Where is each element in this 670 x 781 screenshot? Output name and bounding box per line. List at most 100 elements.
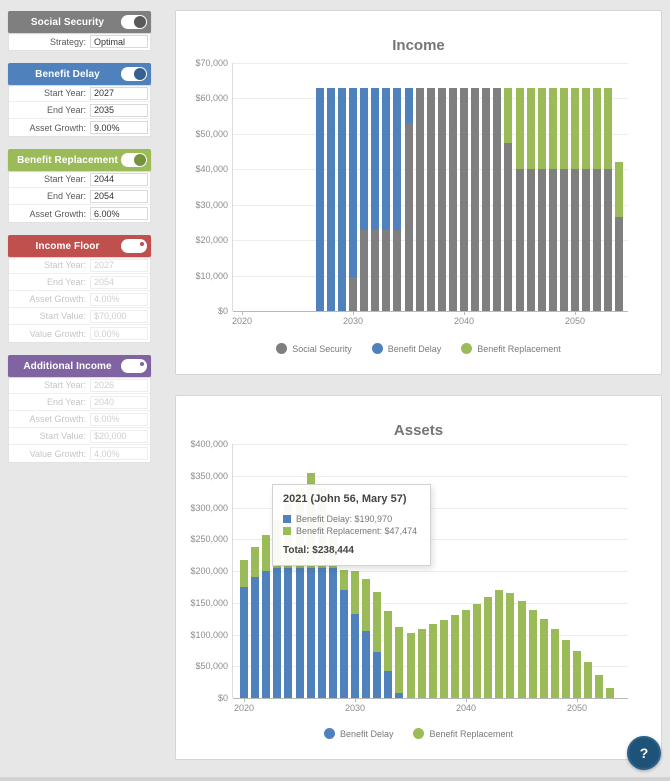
assets-bar-2034[interactable] <box>395 444 404 698</box>
assets-bar-2027[interactable] <box>317 444 326 698</box>
income-bar-2028[interactable] <box>326 63 335 311</box>
assets-bar-2050[interactable] <box>573 444 581 698</box>
income-bar-2053[interactable] <box>604 63 613 311</box>
panel-header-additional-income[interactable]: Additional Income <box>8 355 151 377</box>
y-axis-label: $200,000 <box>190 566 228 576</box>
gridline <box>233 602 628 604</box>
assets-bar-2030[interactable] <box>351 444 359 698</box>
assets-bar-2046[interactable] <box>528 444 537 698</box>
income-bar-2047[interactable] <box>537 63 546 311</box>
social-security-toggle[interactable] <box>121 15 147 29</box>
assets-bar-2031[interactable] <box>362 444 371 698</box>
income-bar-2036[interactable] <box>415 63 424 311</box>
additional-income-end-year-input[interactable] <box>90 395 148 409</box>
assets-bar-2024[interactable] <box>284 444 293 698</box>
benefit-replacement-toggle[interactable] <box>121 153 147 167</box>
benefit-replacement-start-year-input[interactable] <box>90 172 148 186</box>
additional-income-value-growth-input[interactable] <box>90 447 148 460</box>
legend-item-social_security[interactable]: Social Security <box>276 343 352 354</box>
income-bar-2045[interactable] <box>515 63 524 311</box>
benefit-delay-end-year-input[interactable] <box>90 103 148 117</box>
income-floor-value-growth-input[interactable] <box>90 327 148 340</box>
income-bar-2029[interactable] <box>337 63 346 311</box>
income-bar-2027[interactable] <box>315 63 324 311</box>
legend-item-benefit_delay[interactable]: Benefit Delay <box>371 343 441 354</box>
benefit-delay-start-year-input[interactable] <box>90 86 148 100</box>
income-floor-toggle[interactable] <box>121 239 147 253</box>
assets-bar-2047[interactable] <box>539 444 548 698</box>
income-bar-2038[interactable] <box>437 63 446 311</box>
assets-bar-2021[interactable] <box>251 444 260 698</box>
assets-bar-2033[interactable] <box>384 444 393 698</box>
income-bar-2051[interactable] <box>582 63 591 311</box>
income-bar-2039[interactable] <box>448 63 457 311</box>
income-bar-2043[interactable] <box>493 63 502 311</box>
panel-header-social-security[interactable]: Social Security <box>8 11 151 33</box>
assets-bar-2025[interactable] <box>295 444 304 698</box>
income-floor-start-year-input[interactable] <box>90 258 148 272</box>
assets-bar-2051[interactable] <box>584 444 593 698</box>
benefit-delay-row-label: Asset Growth: <box>29 122 86 133</box>
panel-header-benefit-replacement[interactable]: Benefit Replacement <box>8 149 151 171</box>
income-floor-end-year-input[interactable] <box>90 275 148 289</box>
income-bar-2048[interactable] <box>548 63 557 311</box>
benefit-replacement-end-year-input[interactable] <box>90 189 148 203</box>
income-bar-2033[interactable] <box>382 63 391 311</box>
assets-bar-2044[interactable] <box>506 444 515 698</box>
benefit_delay-segment <box>262 571 271 698</box>
assets-bar-2029[interactable] <box>339 444 348 698</box>
income-bar-2031[interactable] <box>360 63 369 311</box>
income-bar-2030[interactable] <box>349 63 357 311</box>
assets-bar-2020[interactable] <box>240 444 248 698</box>
assets-bar-2043[interactable] <box>495 444 504 698</box>
assets-bar-2028[interactable] <box>328 444 337 698</box>
assets-bar-2038[interactable] <box>439 444 448 698</box>
assets-bar-2022[interactable] <box>262 444 271 698</box>
income-bar-2049[interactable] <box>559 63 568 311</box>
help-button[interactable]: ? <box>627 736 661 770</box>
assets-bar-2026[interactable] <box>306 444 315 698</box>
assets-bar-2035[interactable] <box>406 444 415 698</box>
income-bar-2054[interactable] <box>615 63 624 311</box>
additional-income-start-value-input[interactable] <box>90 429 148 443</box>
assets-bar-2036[interactable] <box>417 444 426 698</box>
assets-bar-2048[interactable] <box>550 444 559 698</box>
assets-bar-2032[interactable] <box>373 444 382 698</box>
assets-bar-2040[interactable] <box>462 444 470 698</box>
benefit-delay-asset-growth-input[interactable] <box>90 121 148 134</box>
income-floor-start-value-input[interactable] <box>90 309 148 323</box>
assets-bar-2023[interactable] <box>273 444 282 698</box>
income-bar-2041[interactable] <box>471 63 480 311</box>
income-bar-2042[interactable] <box>482 63 491 311</box>
income-bar-2034[interactable] <box>393 63 402 311</box>
income-bar-2032[interactable] <box>371 63 380 311</box>
legend-item-benefit_replacement[interactable]: Benefit Replacement <box>461 343 561 354</box>
benefit-delay-toggle[interactable] <box>121 67 147 81</box>
assets-bar-2039[interactable] <box>450 444 459 698</box>
assets-bar-2041[interactable] <box>473 444 482 698</box>
assets-bar-2045[interactable] <box>517 444 526 698</box>
income-bar-2035[interactable] <box>404 63 413 311</box>
assets-bar-2053[interactable] <box>606 444 615 698</box>
panel-header-benefit-delay[interactable]: Benefit Delay <box>8 63 151 85</box>
income-bar-2046[interactable] <box>526 63 535 311</box>
legend-item-benefit_replacement[interactable]: Benefit Replacement <box>413 728 513 739</box>
income-bar-2052[interactable] <box>593 63 602 311</box>
income-bar-2050[interactable] <box>571 63 579 311</box>
income-bar-2040[interactable] <box>460 63 468 311</box>
assets-bar-2049[interactable] <box>561 444 570 698</box>
additional-income-asset-growth-input[interactable] <box>90 412 148 426</box>
assets-bar-2052[interactable] <box>595 444 604 698</box>
assets-bar-2042[interactable] <box>484 444 493 698</box>
income-bar-2044[interactable] <box>504 63 513 311</box>
income-floor-asset-growth-input[interactable] <box>90 292 148 306</box>
panel-header-income-floor[interactable]: Income Floor <box>8 235 151 257</box>
assets-bar-2037[interactable] <box>428 444 437 698</box>
income-bar-2037[interactable] <box>426 63 435 311</box>
benefit_replacement-segment <box>262 534 271 571</box>
additional-income-start-year-input[interactable] <box>90 378 148 392</box>
benefit-replacement-asset-growth-input[interactable] <box>90 207 148 220</box>
legend-item-benefit_delay[interactable]: Benefit Delay <box>323 728 393 739</box>
additional-income-toggle[interactable] <box>121 359 147 373</box>
social-security-strategy-input[interactable] <box>90 35 148 48</box>
